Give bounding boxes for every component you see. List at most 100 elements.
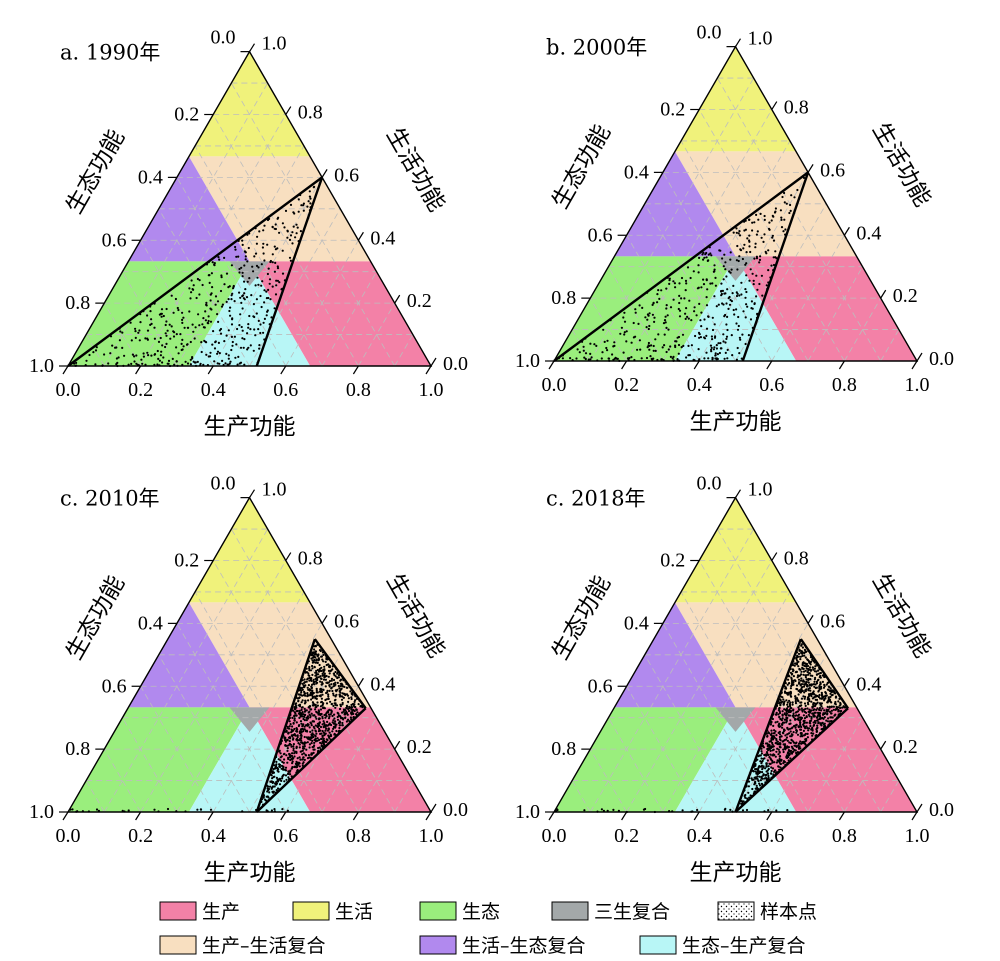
right-tick-mark bbox=[916, 352, 923, 362]
sample-point bbox=[146, 314, 149, 317]
sample-point bbox=[289, 723, 292, 726]
sample-point bbox=[634, 335, 637, 338]
sample-point bbox=[776, 720, 779, 723]
sample-point bbox=[192, 330, 195, 333]
sample-point bbox=[772, 263, 776, 267]
sample-point bbox=[261, 246, 264, 249]
sample-point bbox=[603, 340, 606, 343]
sample-point bbox=[296, 226, 299, 229]
sample-point bbox=[259, 294, 262, 298]
sample-point bbox=[812, 732, 815, 735]
sample-point bbox=[623, 320, 627, 323]
bottom-tick-label: 0.0 bbox=[542, 374, 567, 396]
sample-point bbox=[784, 738, 788, 741]
sample-point bbox=[230, 323, 234, 326]
sample-point bbox=[327, 663, 330, 666]
legend-item-eco-prod: 生态–生产复合 bbox=[639, 935, 806, 957]
sample-point bbox=[722, 265, 725, 268]
sample-point bbox=[310, 712, 313, 715]
sample-point bbox=[266, 790, 269, 793]
sample-point bbox=[801, 735, 804, 738]
sample-point bbox=[662, 322, 666, 325]
sample-point bbox=[349, 716, 352, 719]
sample-point bbox=[244, 255, 247, 258]
right-tick-label: 0.0 bbox=[929, 799, 954, 821]
sample-point bbox=[678, 315, 682, 318]
sample-point bbox=[336, 681, 339, 685]
sample-point bbox=[770, 734, 773, 737]
sample-point bbox=[158, 359, 161, 362]
sample-point bbox=[725, 275, 728, 278]
sample-point bbox=[804, 676, 808, 679]
sample-point bbox=[692, 270, 695, 273]
sample-point bbox=[799, 740, 802, 743]
sample-point bbox=[768, 762, 771, 765]
sample-point bbox=[214, 295, 218, 298]
sample-point bbox=[257, 283, 260, 286]
sample-point bbox=[759, 255, 762, 258]
sample-point bbox=[785, 712, 789, 715]
bottom-tick-label: 1.0 bbox=[419, 379, 444, 401]
sample-point bbox=[300, 691, 303, 694]
sample-point bbox=[795, 729, 798, 732]
sample-point bbox=[165, 307, 168, 311]
sample-point bbox=[214, 303, 217, 306]
sample-point bbox=[290, 745, 293, 748]
sample-point bbox=[808, 666, 812, 669]
sample-point bbox=[322, 660, 325, 663]
sample-point bbox=[709, 344, 713, 347]
sample-point bbox=[138, 339, 141, 342]
sample-point bbox=[303, 707, 306, 711]
sample-point bbox=[233, 300, 236, 303]
sample-point bbox=[268, 791, 271, 794]
sample-point bbox=[763, 777, 766, 780]
sample-point bbox=[307, 672, 310, 675]
sample-point bbox=[302, 202, 305, 205]
sample-point bbox=[681, 333, 685, 336]
right-tick-label: 1.0 bbox=[262, 33, 287, 55]
sample-point bbox=[314, 671, 317, 674]
sample-point bbox=[134, 327, 137, 330]
sample-point bbox=[327, 693, 330, 696]
sample-point bbox=[652, 302, 655, 305]
sample-point bbox=[790, 751, 793, 754]
sample-point bbox=[243, 363, 246, 366]
sample-point bbox=[761, 771, 764, 774]
panel-title: a. 1990年 bbox=[60, 41, 160, 65]
sample-point bbox=[252, 315, 255, 318]
sample-point bbox=[750, 300, 754, 303]
sample-point bbox=[705, 334, 708, 337]
sample-point bbox=[785, 710, 788, 714]
sample-point bbox=[723, 357, 726, 360]
sample-point bbox=[634, 311, 637, 314]
sample-point bbox=[316, 704, 319, 707]
sample-point bbox=[325, 674, 328, 678]
sample-point bbox=[209, 320, 213, 323]
sample-point bbox=[271, 226, 274, 229]
sample-point bbox=[828, 686, 831, 689]
sample-point bbox=[803, 683, 806, 686]
sample-point bbox=[797, 713, 801, 716]
sample-point bbox=[765, 252, 768, 255]
sample-point bbox=[323, 740, 327, 744]
sample-point bbox=[241, 337, 244, 340]
sample-point bbox=[696, 808, 699, 812]
sample-point bbox=[221, 303, 224, 306]
sample-point bbox=[688, 299, 691, 302]
sample-point bbox=[153, 353, 157, 356]
sample-point bbox=[584, 357, 587, 361]
sample-point bbox=[760, 752, 764, 755]
sample-point bbox=[230, 298, 233, 301]
bottom-tick-mark bbox=[766, 360, 773, 370]
sample-point bbox=[213, 262, 216, 265]
sample-point bbox=[788, 753, 791, 756]
sample-point bbox=[668, 277, 671, 280]
sample-point bbox=[310, 734, 314, 737]
sample-point bbox=[809, 710, 812, 713]
sample-point bbox=[350, 696, 353, 699]
sample-point bbox=[341, 695, 344, 698]
sample-point bbox=[630, 356, 633, 359]
sample-point bbox=[623, 333, 626, 336]
right-tick-mark bbox=[357, 231, 364, 241]
sample-point bbox=[830, 705, 834, 708]
